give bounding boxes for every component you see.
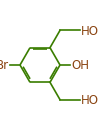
Text: HO: HO [81, 93, 99, 106]
Text: HO: HO [81, 25, 99, 37]
Text: Br: Br [0, 59, 10, 72]
Text: OH: OH [71, 59, 89, 72]
